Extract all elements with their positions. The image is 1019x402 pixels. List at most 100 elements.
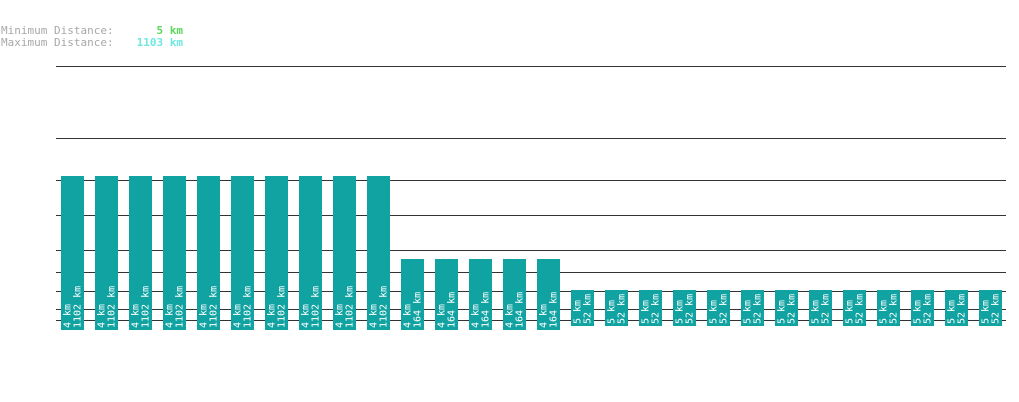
max-distance-row: Maximum Distance: 1103 km [1,37,183,49]
bar-group: 5 km 52 km [809,290,832,326]
bar-top-label: 4 km [233,304,244,328]
bar-top-label: 4 km [165,304,176,328]
bar-group: 5 km 52 km [639,290,662,326]
bar-top-label: 4 km [301,304,312,328]
bar-bottom-label: 164 km [549,292,560,328]
bar-group: 4 km 164 km [503,259,526,330]
bar-group: 4 km 1102 km [129,176,152,330]
bar-group: 4 km 164 km [469,259,492,330]
min-distance-row: Minimum Distance: 5 km [1,25,183,37]
bar [231,176,254,330]
bar-bottom-label: 52 km [583,294,594,324]
bar-group: 4 km 1102 km [299,176,322,330]
bar-bottom-label: 1102 km [175,286,186,328]
bar-bottom-label: 1102 km [243,286,254,328]
bar-top-label: 4 km [267,304,278,328]
bar-bottom-label: 52 km [617,294,628,324]
bar-bottom-label: 164 km [413,292,424,328]
bar-top-label: 5 km [573,300,584,324]
bar-top-label: 5 km [675,300,686,324]
bar [775,290,798,326]
bar-group: 4 km 1102 km [333,176,356,330]
bar [809,290,832,326]
bar-group: 4 km 1102 km [163,176,186,330]
bar [503,259,526,330]
min-distance-label: Minimum Distance: [1,24,114,37]
distance-summary: Minimum Distance: 5 km Maximum Distance: 1… [1,25,183,49]
bar-top-label: 4 km [131,304,142,328]
bar-group: 4 km 1102 km [231,176,254,330]
bar [299,176,322,330]
bar-top-label: 4 km [539,304,550,328]
bar-group: 5 km 52 km [673,290,696,326]
bar-group: 5 km 52 km [843,290,866,326]
bar [129,176,152,330]
bar-bottom-label: 1102 km [379,286,390,328]
bar [265,176,288,330]
bar-top-label: 5 km [743,300,754,324]
bar-bottom-label: 1102 km [209,286,220,328]
bar-top-label: 4 km [369,304,380,328]
bar [333,176,356,330]
bar-group: 4 km 164 km [435,259,458,330]
bar [95,176,118,330]
bar [367,176,390,330]
bar-top-label: 4 km [471,304,482,328]
bar [843,290,866,326]
bar [673,290,696,326]
bar-group: 5 km 52 km [741,290,764,326]
bar-top-label: 5 km [641,300,652,324]
bar-bottom-label: 1102 km [107,286,118,328]
bar-bottom-label: 52 km [719,294,730,324]
bar-bottom-label: 164 km [481,292,492,328]
bar-bottom-label: 1102 km [141,286,152,328]
bar [401,259,424,330]
bar-bottom-label: 52 km [821,294,832,324]
bar-top-label: 5 km [913,300,924,324]
bar [945,290,968,326]
bar-group: 4 km 164 km [537,259,560,330]
bar-top-label: 5 km [607,300,618,324]
bar-group: 5 km 52 km [707,290,730,326]
bar [707,290,730,326]
bar-bottom-label: 1102 km [311,286,322,328]
bar [435,259,458,330]
bar-group: 4 km 1102 km [197,176,220,330]
max-distance-label: Maximum Distance: [1,36,114,49]
bar [605,290,628,326]
bar-group: 5 km 52 km [911,290,934,326]
bar-bottom-label: 164 km [515,292,526,328]
bar-group: 5 km 52 km [945,290,968,326]
bar-top-label: 5 km [709,300,720,324]
bar-top-label: 4 km [199,304,210,328]
bar-top-label: 4 km [403,304,414,328]
bar-group: 5 km 52 km [571,290,594,326]
bar-group: 5 km 52 km [775,290,798,326]
bar-top-label: 5 km [845,300,856,324]
bar-bottom-label: 52 km [923,294,934,324]
bar-group: 4 km 1102 km [367,176,390,330]
bar-top-label: 5 km [947,300,958,324]
bar-bottom-label: 52 km [787,294,798,324]
bar-bottom-label: 52 km [957,294,968,324]
bar [197,176,220,330]
bar-bottom-label: 1102 km [277,286,288,328]
bar [877,290,900,326]
bar-group: 5 km 52 km [877,290,900,326]
bar [741,290,764,326]
bar [469,259,492,330]
bar-group: 5 km 52 km [605,290,628,326]
bar-group: 4 km 1102 km [61,176,84,330]
bar [571,290,594,326]
bar-top-label: 5 km [879,300,890,324]
bar-top-label: 4 km [97,304,108,328]
bar-bottom-label: 52 km [753,294,764,324]
bar-top-label: 5 km [981,300,992,324]
bar-bottom-label: 52 km [651,294,662,324]
bar-bottom-label: 52 km [889,294,900,324]
bar [639,290,662,326]
bar-top-label: 5 km [811,300,822,324]
bar [979,290,1002,326]
chart-bars: 4 km 1102 km 4 km 1102 km 4 km 1102 km 4 km 110… [61,176,1002,330]
